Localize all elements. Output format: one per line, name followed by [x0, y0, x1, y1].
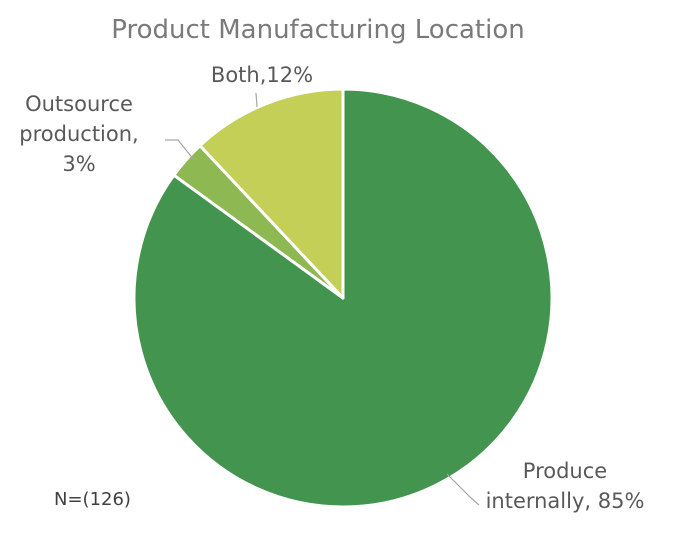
slice-label-line: internally, 85%	[486, 489, 645, 513]
pie-slice-both	[198, 87, 345, 300]
slice-labels: Produce internally, 85% Outsource productio…	[19, 63, 644, 513]
slice-label-line: Produce	[523, 459, 607, 483]
leader-line-produce-internally	[446, 473, 480, 506]
leader-line-outsource-production	[165, 139, 195, 161]
chart-title: Product Manufacturing Location	[111, 15, 525, 45]
pie-slices	[132, 87, 554, 509]
slice-label-line: 3%	[62, 152, 95, 176]
sample-size-note: N=(126)	[54, 489, 131, 510]
leader-lines	[165, 92, 480, 506]
leader-line-both	[255, 92, 258, 108]
slice-label-outsource-production: Outsource production, 3%	[19, 92, 138, 176]
slice-label-line: Both,12%	[211, 63, 313, 87]
slice-label-produce-internally: Produce internally, 85%	[486, 459, 645, 513]
slice-label-line: production,	[19, 122, 138, 146]
slice-label-both: Both,12%	[211, 63, 313, 87]
slice-label-line: Outsource	[25, 92, 133, 116]
